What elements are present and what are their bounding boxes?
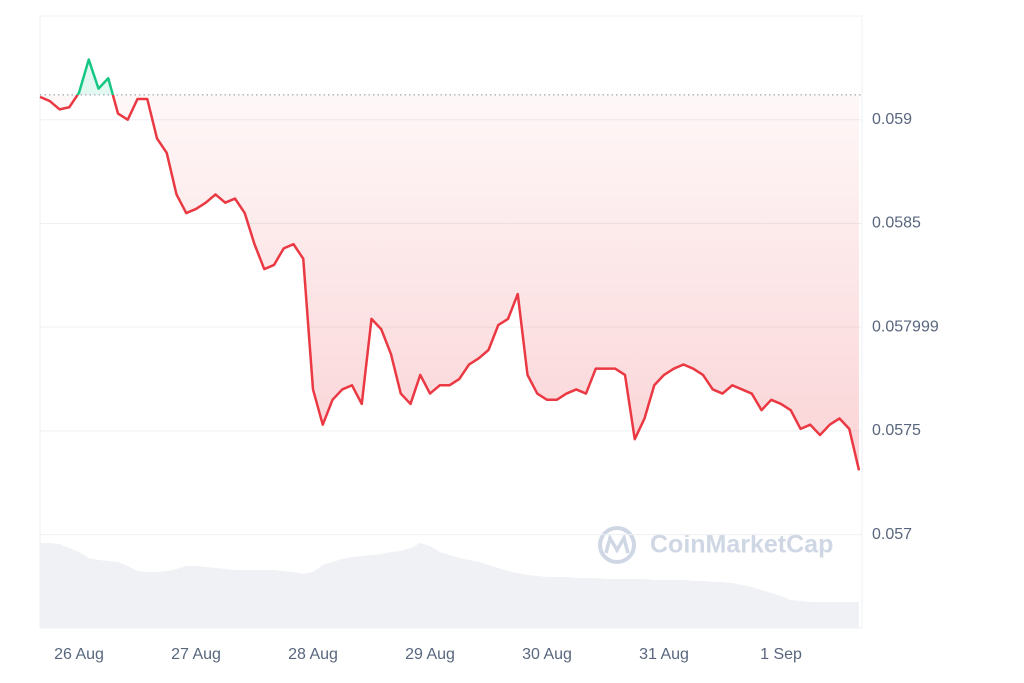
x-tick-label: 27 Aug [171,646,221,663]
y-tick-label: 0.0585 [872,215,921,232]
area-fill-down [40,94,859,471]
y-tick-label: 0.057 [872,526,912,543]
x-tick-label: 26 Aug [54,646,104,663]
watermark-text: CoinMarketCap [650,531,833,559]
y-tick-label: 0.0575 [872,422,921,439]
y-tick-label: 0.059 [872,111,912,128]
volume-area [40,543,859,628]
x-tick-label: 29 Aug [405,646,455,663]
watermark: CoinMarketCap [598,526,833,564]
x-tick-label: 1 Sep [760,646,802,663]
x-tick-label: 30 Aug [522,646,572,663]
x-tick-label: 28 Aug [288,646,338,663]
x-tick-label: 31 Aug [639,646,689,663]
y-tick-label: 0.057999 [872,318,939,335]
price-line-down [39,94,861,471]
